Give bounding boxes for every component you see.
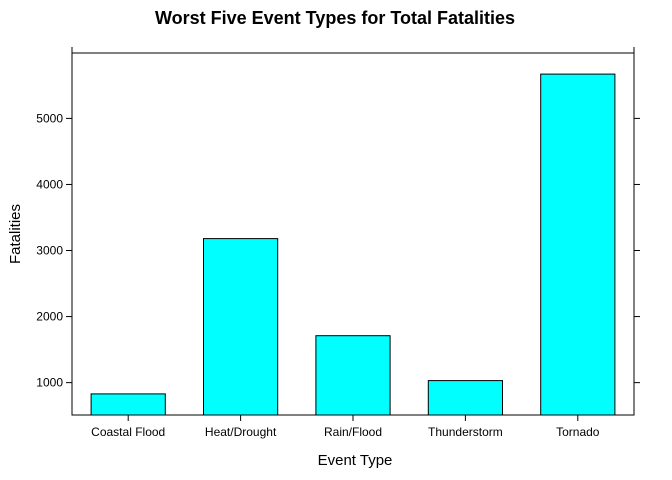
y-tick-label: 4000 [36,177,63,191]
bar-rain-flood [315,335,391,416]
x-tick-label: Tornado [556,425,600,439]
y-tick-label: 5000 [36,111,63,125]
x-tick-label: Rain/Flood [324,425,382,439]
chart-title: Worst Five Event Types for Total Fatalit… [155,8,515,28]
y-tick-label: 3000 [36,244,63,258]
bars-group [90,73,616,416]
y-axis-right [634,117,640,384]
x-tick-label: Heat/Drought [205,425,277,439]
bar-tornado [540,73,616,416]
x-tick-label: Coastal Flood [91,425,165,439]
x-axis-label: Event Type [318,452,393,469]
bar-heat-drought [203,238,279,416]
y-tick-label: 1000 [36,376,63,390]
bar-coastal-flood [90,393,166,416]
y-tick-label: 2000 [36,310,63,324]
x-axis: Coastal Flood Heat/Drought Rain/Flood Thund… [71,47,635,439]
y-axis-left: 1000 2000 3000 4000 5000 [36,111,72,390]
y-axis-label: Fatalities [7,204,24,264]
bar-thunderstorm [427,380,503,416]
x-tick-label: Thunderstorm [428,425,503,439]
